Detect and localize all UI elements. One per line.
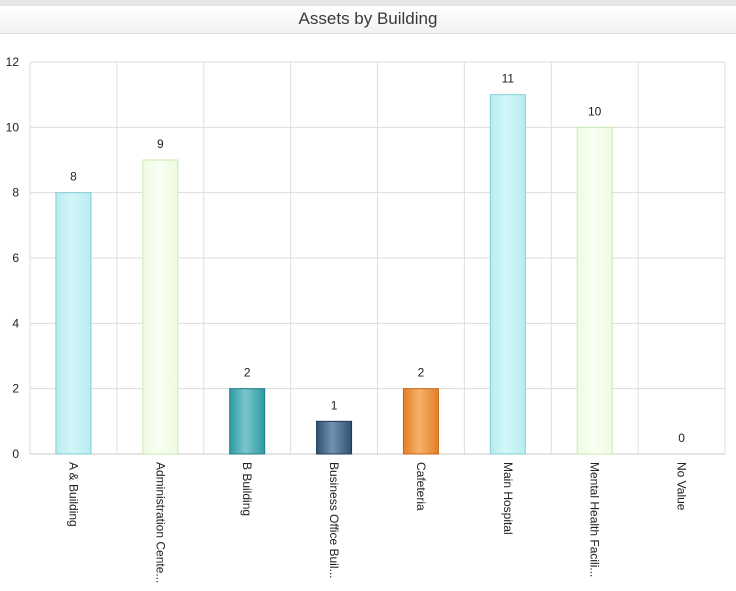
y-tick-label: 10 [6, 120, 20, 134]
bar [229, 388, 266, 455]
bar [576, 126, 613, 455]
y-tick-label: 2 [12, 382, 19, 396]
chart-header: Assets by Building [0, 6, 736, 34]
y-tick-label: 4 [12, 316, 19, 330]
x-tick-label: B Building [240, 462, 254, 516]
bar-value-label: 2 [418, 366, 425, 380]
bar [489, 94, 526, 455]
top-strip [0, 0, 736, 6]
y-tick-label: 8 [12, 186, 19, 200]
bar [402, 388, 439, 455]
x-tick-label: Mental Health Facili... [588, 462, 602, 577]
y-tick-label: 12 [6, 55, 20, 69]
x-tick-label: Business Office Buil... [327, 462, 341, 579]
x-tick-label: Main Hospital [501, 462, 515, 535]
bar-value-label: 11 [502, 72, 515, 86]
bar-value-label: 1 [331, 398, 338, 412]
x-tick-label: A & Building [66, 462, 80, 527]
bar-value-label: 0 [678, 431, 685, 445]
bar-value-label: 8 [70, 170, 77, 184]
bar [55, 192, 92, 455]
x-tick-label: Cafeteria [414, 462, 428, 511]
bar [142, 159, 179, 455]
bar-value-label: 9 [157, 137, 164, 151]
bar-value-label: 10 [588, 104, 602, 118]
y-tick-label: 0 [12, 447, 19, 461]
bar [316, 420, 353, 455]
chart-title: Assets by Building [298, 9, 438, 28]
y-tick-label: 6 [12, 251, 19, 265]
x-tick-label: No Value [675, 462, 689, 511]
bar-value-label: 2 [244, 366, 251, 380]
x-tick-label: Administration Cente... [153, 462, 167, 583]
